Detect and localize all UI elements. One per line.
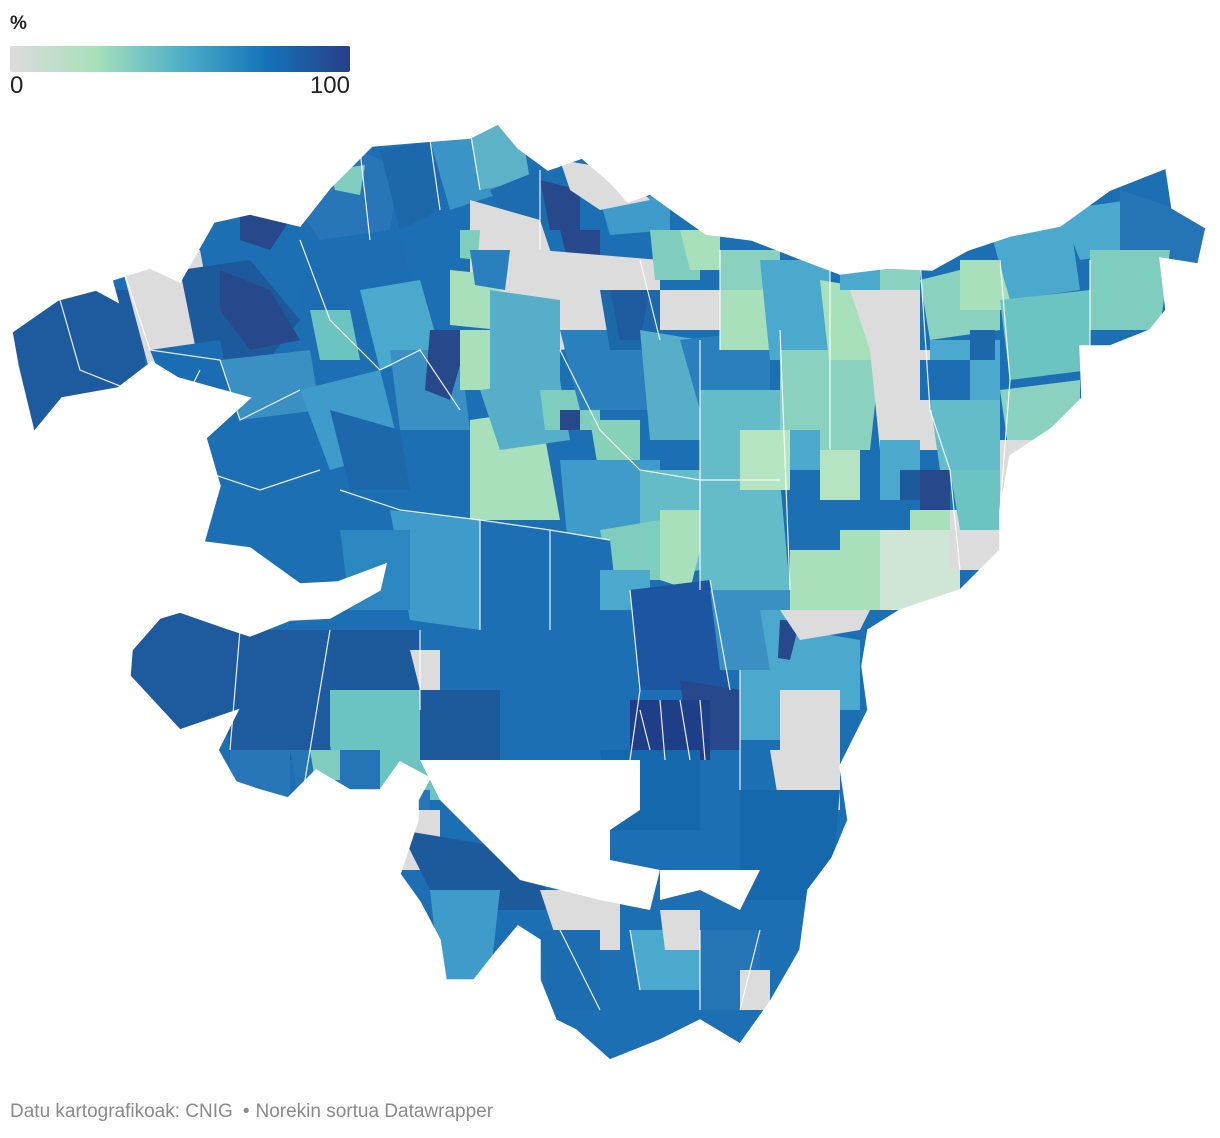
border-line bbox=[119, 259, 301, 421]
municipality-area bbox=[630, 580, 730, 690]
municipality-area bbox=[680, 230, 720, 270]
municipality-area bbox=[560, 410, 580, 430]
municipality-area bbox=[920, 470, 950, 510]
municipality-area bbox=[790, 550, 840, 610]
municipality-area bbox=[540, 180, 580, 230]
municipality-area bbox=[660, 510, 710, 590]
municipality-area bbox=[1000, 290, 1090, 380]
municipality-area bbox=[930, 400, 1000, 470]
municipality-area bbox=[390, 510, 480, 630]
border-line bbox=[359, 129, 541, 250]
municipality-area bbox=[480, 520, 550, 630]
municipality-area bbox=[490, 290, 560, 400]
municipality-area bbox=[380, 140, 440, 230]
municipality-area bbox=[850, 290, 920, 350]
municipality-area bbox=[610, 290, 650, 340]
choropleth-map bbox=[0, 110, 1220, 1070]
municipality-area bbox=[990, 220, 1080, 300]
municipality-area bbox=[360, 280, 440, 370]
municipality-area bbox=[970, 330, 995, 360]
legend-ticks: 0 100 bbox=[10, 72, 350, 100]
municipality-area bbox=[820, 360, 880, 450]
municipality-area bbox=[220, 270, 300, 350]
municipality-area bbox=[420, 690, 500, 760]
map-svg bbox=[0, 110, 1220, 1070]
border-line bbox=[699, 260, 831, 591]
municipality-area bbox=[430, 890, 500, 980]
source-note: Datu kartografikoak: CNIG bbox=[10, 1101, 233, 1122]
municipality-area bbox=[920, 360, 970, 400]
border-line bbox=[919, 259, 961, 571]
municipality-area bbox=[540, 930, 600, 1010]
legend-max-label: 100 bbox=[309, 72, 350, 99]
credit-link[interactable]: Norekin sortua Datawrapper bbox=[255, 1101, 494, 1122]
legend-min-label: 0 bbox=[10, 72, 24, 99]
municipality-area bbox=[740, 430, 790, 490]
municipality-area bbox=[960, 260, 1010, 310]
legend-gradient-bar bbox=[10, 46, 350, 72]
municipality-area bbox=[740, 790, 840, 900]
border-line bbox=[559, 349, 780, 481]
municipality-area bbox=[700, 480, 790, 590]
municipality-area bbox=[310, 310, 360, 360]
municipality-area bbox=[820, 450, 860, 500]
municipality-area bbox=[410, 650, 440, 690]
municipality-area bbox=[840, 530, 880, 610]
municipality-area bbox=[600, 520, 660, 580]
border-line bbox=[629, 579, 741, 790]
footer: Datu kartografikoak: CNIG • Norekin sortua… bbox=[10, 1101, 493, 1123]
municipality-area bbox=[470, 250, 510, 290]
municipality-area bbox=[950, 470, 1010, 530]
border-line bbox=[419, 520, 551, 710]
municipality-area bbox=[425, 330, 470, 400]
legend-unit-label: % bbox=[10, 13, 27, 34]
municipality-area bbox=[220, 630, 330, 760]
border-line bbox=[59, 250, 721, 391]
border-line bbox=[229, 629, 331, 811]
color-legend: % 0 100 bbox=[10, 12, 350, 100]
municipality-area bbox=[420, 760, 660, 910]
municipality-area bbox=[660, 290, 720, 330]
municipality-area bbox=[780, 690, 840, 750]
municipality-area bbox=[1090, 250, 1170, 330]
border-line bbox=[559, 929, 761, 1011]
municipality-area bbox=[760, 260, 830, 360]
municipality-borders bbox=[59, 129, 1091, 1011]
municipality-area bbox=[880, 530, 960, 610]
municipality-area bbox=[780, 610, 870, 640]
border-line bbox=[639, 699, 706, 761]
region-outline bbox=[11, 123, 1207, 1061]
municipality-area bbox=[330, 410, 410, 490]
border-line bbox=[299, 239, 461, 411]
municipality-area bbox=[660, 910, 700, 950]
municipality-area bbox=[630, 700, 710, 760]
municipality-area bbox=[660, 870, 760, 910]
footer-separator: • bbox=[242, 1101, 250, 1122]
